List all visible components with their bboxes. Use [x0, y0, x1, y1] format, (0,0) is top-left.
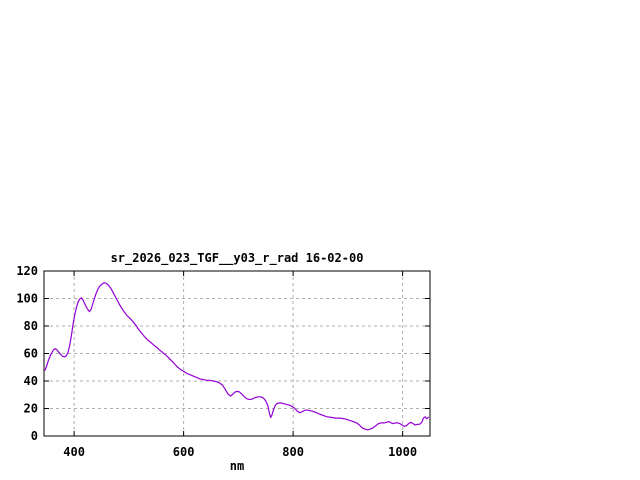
- y-tick-label: 120: [16, 264, 38, 278]
- x-axis-label: nm: [229, 459, 245, 473]
- x-tick-label: 800: [282, 445, 304, 459]
- y-tick-label: 80: [24, 319, 38, 333]
- spectrum-line: [44, 282, 429, 431]
- y-tick-label: 0: [31, 429, 38, 443]
- x-tick-label: 400: [63, 445, 85, 459]
- x-tick-label: 600: [173, 445, 195, 459]
- plot-border: [43, 270, 431, 437]
- chart-title: sr_2026_023_TGF__y03_r_rad 16-02-00: [110, 251, 364, 265]
- y-tick-label: 60: [24, 347, 38, 361]
- y-tick-label: 40: [24, 374, 38, 388]
- y-tick-label: 100: [16, 292, 38, 306]
- x-tick-label: 1000: [388, 445, 417, 459]
- y-tick-label: 20: [24, 402, 38, 416]
